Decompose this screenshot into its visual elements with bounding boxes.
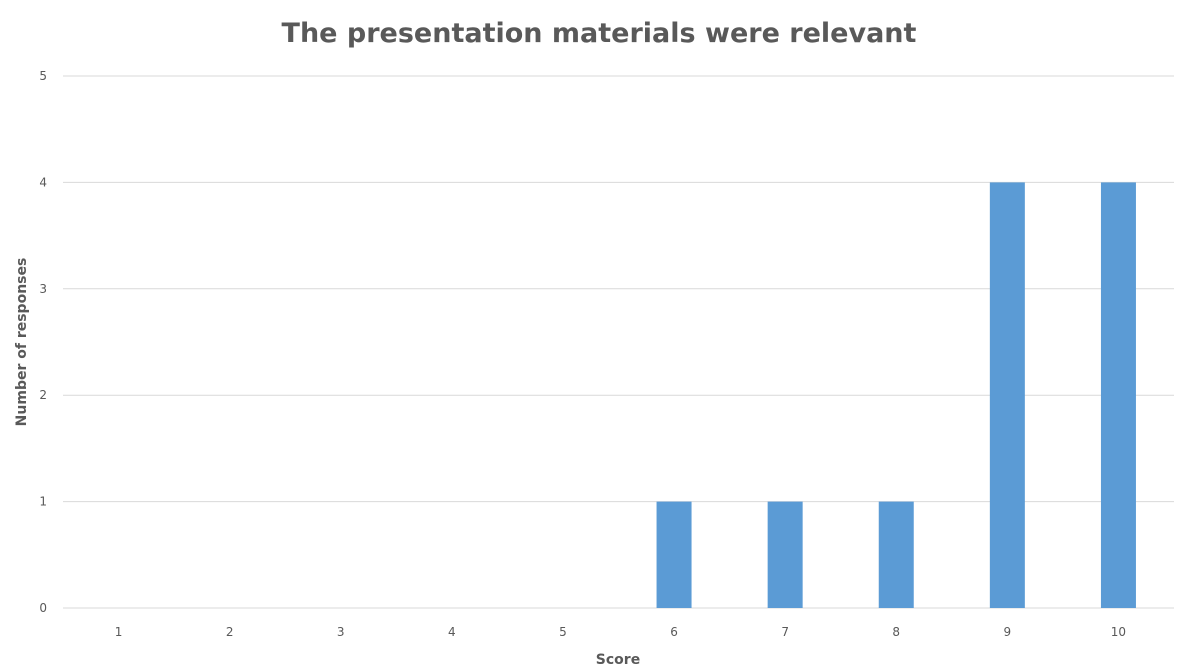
bar-score-9	[989, 182, 1025, 608]
gridlines	[63, 75, 1174, 609]
y-tick-label: 4	[39, 175, 47, 189]
bar-score-10	[1100, 182, 1136, 608]
bar-score-8	[878, 501, 914, 608]
x-tick-label: 3	[337, 625, 345, 639]
bar-score-7	[767, 501, 803, 608]
y-axis-ticks: 0 1 2 3 4 5	[39, 69, 47, 615]
y-tick-label: 3	[39, 282, 47, 296]
x-tick-label: 6	[670, 625, 678, 639]
x-tick-label: 9	[1004, 625, 1012, 639]
bars	[656, 182, 1136, 608]
x-tick-label: 2	[226, 625, 234, 639]
y-tick-label: 0	[39, 601, 47, 615]
x-tick-label: 7	[781, 625, 789, 639]
x-tick-label: 1	[115, 625, 123, 639]
x-tick-label: 10	[1111, 625, 1126, 639]
x-tick-label: 5	[559, 625, 567, 639]
chart-title: The presentation materials were relevant	[282, 18, 917, 49]
x-tick-label: 8	[892, 625, 900, 639]
x-tick-label: 4	[448, 625, 456, 639]
y-axis-title: Number of responses	[14, 258, 30, 427]
x-axis-title: Score	[596, 652, 640, 668]
bar-score-6	[656, 501, 692, 608]
y-tick-label: 2	[39, 388, 47, 402]
x-axis-ticks: 1 2 3 4 5 6 7 8 9 10	[115, 625, 1126, 639]
y-tick-label: 1	[39, 495, 47, 509]
y-tick-label: 5	[39, 69, 47, 83]
